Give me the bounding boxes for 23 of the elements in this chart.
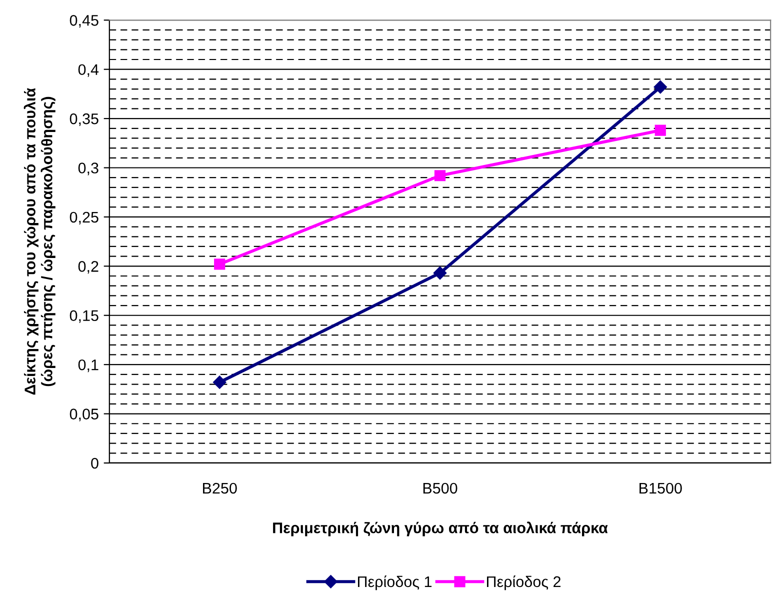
point	[654, 124, 666, 136]
y-tick-label: 0,05	[70, 408, 98, 422]
point	[434, 170, 446, 182]
y-tick-label: 0,2	[78, 261, 98, 274]
point	[213, 376, 226, 389]
y-axis-title: Δείκτης χρήσης του χώρου από τα πουλιά (ώρες πτήσης / ώρες παρακολούθησης)	[24, 88, 56, 395]
y-tick-label: 0,45	[70, 15, 98, 28]
x-axis-title: Περιμετρική ζώνη γύρω από τα αιολικά πάρκα	[273, 522, 608, 536]
legend-label: Περίοδος 1	[358, 575, 432, 590]
y-tick-label: 0,4	[78, 64, 99, 77]
point	[433, 266, 447, 280]
point	[654, 80, 667, 94]
y-tick-label: 0,35	[70, 113, 98, 126]
x-tick-label: B250	[203, 482, 237, 494]
y-tick-label: 0,15	[70, 310, 98, 323]
y-tick-label: 0,25	[70, 212, 98, 224]
legend-label: Περίοδος 2	[486, 575, 561, 590]
x-tick-label: B1500	[640, 482, 682, 494]
point	[214, 258, 226, 270]
y-tick-label: 0,3	[78, 162, 98, 176]
y-tick-label: 0,1	[78, 359, 98, 372]
y-tick-label: 0	[91, 458, 98, 469]
x-tick-label: B500	[423, 482, 458, 494]
